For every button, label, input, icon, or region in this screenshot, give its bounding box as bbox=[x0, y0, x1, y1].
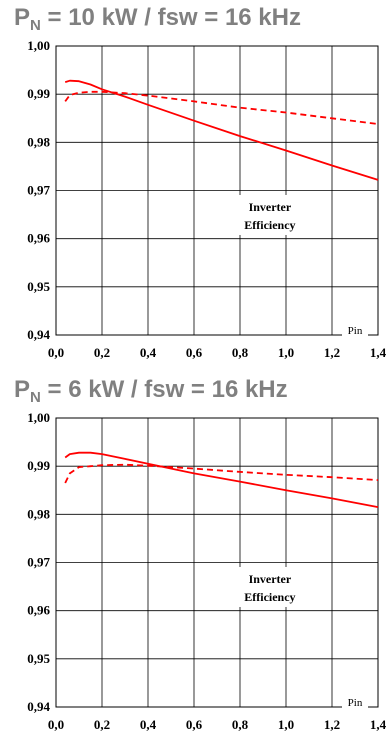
x-tick-label: 0,0 bbox=[48, 717, 64, 732]
y-tick-label: 0,95 bbox=[27, 651, 50, 666]
efficiency-curve-solid bbox=[64, 79, 379, 181]
xlabel-background bbox=[342, 324, 368, 338]
efficiency-chart: 0,0 0,2 0,4 0,6 0,8 1,0 1,2 1,4 0,94 0,95 0,96 0,97… bbox=[27, 38, 387, 360]
y-tick-label: 1,00 bbox=[27, 38, 50, 53]
plot-frame bbox=[55, 417, 379, 708]
efficiency-chart: 0,0 0,2 0,4 0,6 0,8 1,0 1,2 1,4 0,94 0,95 0,96 0,97… bbox=[27, 410, 387, 732]
annotation-background bbox=[232, 566, 307, 607]
y-tick-label: 0,97 bbox=[27, 555, 50, 570]
y-tick-label: 0,96 bbox=[27, 231, 50, 246]
y-tick-label: 0,95 bbox=[27, 279, 50, 294]
x-tick-label: 1,0 bbox=[278, 717, 294, 732]
y-tick-label: 0,97 bbox=[27, 183, 50, 198]
annotation-background bbox=[232, 194, 307, 235]
y-tick-label: 0,99 bbox=[27, 458, 50, 473]
x-axis-label: Pin bbox=[348, 697, 363, 709]
x-tick-label: 1,2 bbox=[324, 717, 340, 732]
chart-title-rest: = 10 kW / fsw = 16 kHz bbox=[40, 4, 301, 31]
chart-title: PN = 10 kW / fsw = 16 kHz bbox=[14, 4, 301, 34]
x-tick-label: 0,2 bbox=[94, 717, 110, 732]
efficiency-curve-dashed bbox=[64, 90, 379, 125]
x-tick-label: 0,8 bbox=[232, 717, 249, 732]
annotation-line: Efficiency bbox=[244, 590, 295, 604]
efficiency-curve-dashed bbox=[64, 463, 379, 484]
y-tick-label: 0,98 bbox=[27, 506, 50, 521]
y-tick-label: 0,96 bbox=[27, 603, 50, 618]
x-tick-label: 0,8 bbox=[232, 345, 249, 360]
annotation-line: Inverter bbox=[249, 572, 292, 586]
x-tick-label: 1,2 bbox=[324, 345, 340, 360]
x-axis-label: Pin bbox=[348, 325, 363, 337]
chart-title-rest: = 6 kW / fsw = 16 kHz bbox=[40, 376, 288, 403]
efficiency-curve-solid bbox=[64, 451, 379, 508]
chart-title-main: P bbox=[14, 4, 31, 31]
chart-title-main: P bbox=[14, 376, 31, 403]
x-tick-label: 0,2 bbox=[94, 345, 110, 360]
x-tick-label: 0,4 bbox=[140, 717, 157, 732]
chart-panel-10kw: PN = 10 kW / fsw = 16 kHz 0,0 0,2 0,4 0,6 0,… bbox=[14, 4, 387, 360]
chart-panel-6kw: PN = 6 kW / fsw = 16 kHz 0,0 0,2 0,4 0,6 0,8… bbox=[0, 372, 392, 744]
y-tick-label: 0,94 bbox=[27, 327, 50, 342]
chart-title: PN = 6 kW / fsw = 16 kHz bbox=[14, 376, 288, 406]
annotation-line: Inverter bbox=[249, 200, 292, 214]
y-tick-label: 0,94 bbox=[27, 699, 50, 714]
x-tick-label: 1,4 bbox=[370, 717, 387, 732]
y-tick-label: 0,98 bbox=[27, 134, 50, 149]
x-tick-label: 0,6 bbox=[186, 717, 203, 732]
x-tick-label: 0,0 bbox=[48, 345, 64, 360]
chart-title-subscript: N bbox=[30, 17, 41, 34]
annotation-line: Efficiency bbox=[244, 218, 295, 232]
chart-title-subscript: N bbox=[30, 389, 41, 406]
x-tick-label: 1,4 bbox=[370, 345, 387, 360]
y-tick-label: 1,00 bbox=[27, 410, 50, 425]
x-tick-label: 1,0 bbox=[278, 345, 294, 360]
xlabel-background bbox=[342, 696, 368, 710]
x-tick-label: 0,6 bbox=[186, 345, 203, 360]
x-tick-label: 0,4 bbox=[140, 345, 157, 360]
plot-frame bbox=[55, 45, 379, 336]
y-tick-label: 0,99 bbox=[27, 86, 50, 101]
